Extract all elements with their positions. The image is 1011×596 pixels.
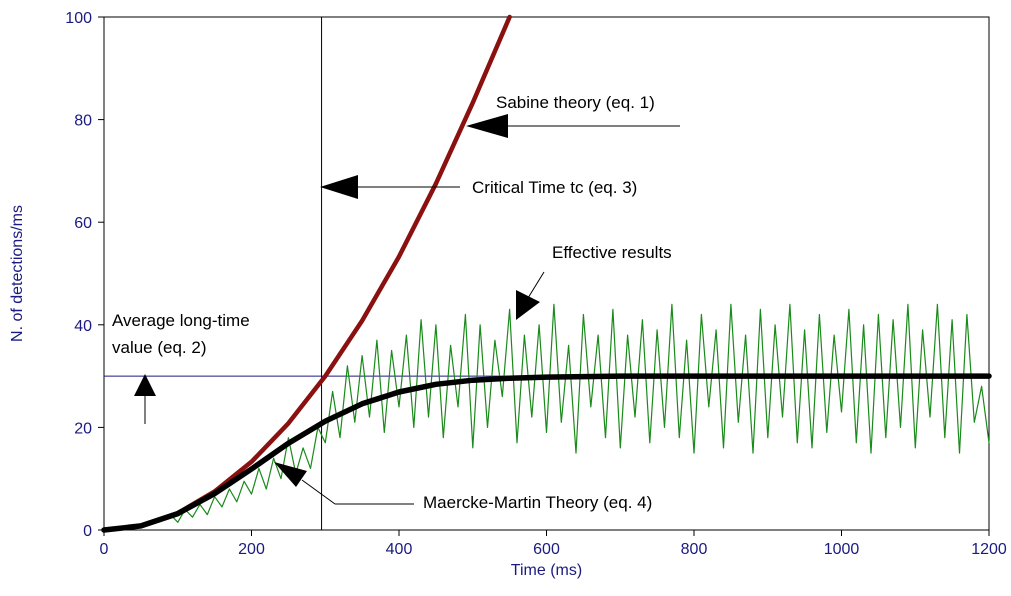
y-tick-label: 80 xyxy=(74,113,92,130)
maercke-martin-line xyxy=(101,373,992,533)
y-tick-label: 100 xyxy=(65,10,92,27)
arrow-critical-time xyxy=(320,175,460,199)
annotation-sabine: Sabine theory (eq. 1) xyxy=(496,93,655,112)
x-tick-label: 200 xyxy=(238,541,265,558)
x-axis: 0 200 400 600 800 1000 1200 xyxy=(100,530,1007,558)
plot-area xyxy=(103,16,990,531)
y-tick-label: 40 xyxy=(74,318,92,335)
series-layer xyxy=(101,14,992,533)
x-tick-label: 600 xyxy=(533,541,560,558)
arrow-maercke-martin xyxy=(274,462,414,505)
x-tick-label: 1200 xyxy=(971,541,1007,558)
y-axis-title: N. of detections/ms xyxy=(9,205,26,342)
y-tick-label: 20 xyxy=(74,420,92,437)
annotation-critical-time: Critical Time tc (eq. 3) xyxy=(472,178,637,197)
arrow-average-value xyxy=(134,374,156,424)
arrow-sabine xyxy=(466,114,680,138)
arrow-effective-results xyxy=(516,271,545,320)
x-axis-title: Time (ms) xyxy=(511,562,582,579)
y-tick-label: 0 xyxy=(83,523,92,540)
annotation-average-line1: Average long-time xyxy=(112,311,250,330)
annotations: Sabine theory (eq. 1) Critical Time tc (… xyxy=(112,93,680,512)
x-tick-label: 400 xyxy=(386,541,413,558)
x-tick-label: 0 xyxy=(100,541,109,558)
annotation-effective-results: Effective results xyxy=(552,243,672,262)
effective-results-line xyxy=(162,303,990,523)
y-tick-label: 60 xyxy=(74,215,92,232)
x-tick-label: 800 xyxy=(681,541,708,558)
x-tick-label: 1000 xyxy=(824,541,860,558)
annotation-maercke-martin: Maercke-Martin Theory (eq. 4) xyxy=(423,493,652,512)
annotation-average-line2: value (eq. 2) xyxy=(112,338,207,357)
y-axis: 0 20 40 60 80 100 xyxy=(65,10,104,540)
plot-frame xyxy=(103,16,990,531)
